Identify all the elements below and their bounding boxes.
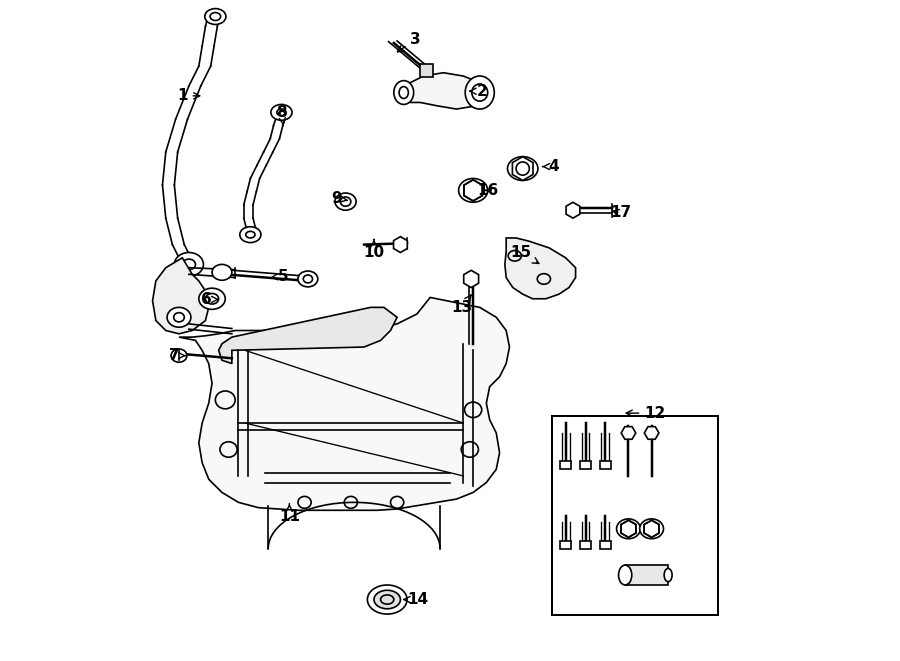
Polygon shape: [621, 426, 635, 440]
Text: 13: 13: [451, 295, 472, 315]
Ellipse shape: [508, 157, 538, 180]
Text: 14: 14: [404, 592, 428, 607]
Text: 12: 12: [626, 406, 665, 420]
Ellipse shape: [367, 585, 407, 614]
Text: 3: 3: [398, 32, 421, 52]
Ellipse shape: [239, 227, 261, 243]
Bar: [580, 461, 590, 469]
Ellipse shape: [335, 193, 356, 210]
Polygon shape: [153, 258, 209, 334]
Polygon shape: [566, 202, 580, 218]
Ellipse shape: [298, 271, 318, 287]
Polygon shape: [626, 565, 668, 585]
Ellipse shape: [175, 253, 203, 276]
Text: 4: 4: [543, 159, 559, 174]
Bar: [561, 461, 571, 469]
Polygon shape: [505, 238, 576, 299]
Text: 16: 16: [478, 183, 499, 198]
Text: 8: 8: [276, 105, 287, 126]
Polygon shape: [512, 157, 533, 180]
Text: 11: 11: [279, 504, 300, 524]
Ellipse shape: [618, 565, 632, 585]
Text: 1: 1: [177, 89, 200, 103]
Polygon shape: [621, 520, 636, 537]
Polygon shape: [397, 73, 490, 109]
Polygon shape: [644, 520, 659, 537]
Text: 10: 10: [364, 239, 384, 260]
Text: 7: 7: [169, 348, 185, 363]
Ellipse shape: [212, 264, 232, 280]
Ellipse shape: [171, 349, 187, 362]
Text: 5: 5: [272, 269, 289, 284]
Bar: [561, 541, 571, 549]
Bar: [600, 541, 610, 549]
Bar: [600, 461, 610, 469]
Polygon shape: [644, 426, 659, 440]
Ellipse shape: [640, 519, 663, 539]
Ellipse shape: [271, 104, 292, 120]
Polygon shape: [464, 270, 479, 288]
Ellipse shape: [394, 81, 414, 104]
Ellipse shape: [374, 590, 400, 609]
Polygon shape: [464, 180, 482, 201]
Text: 9: 9: [331, 191, 347, 206]
Polygon shape: [219, 307, 397, 364]
Polygon shape: [393, 237, 408, 253]
Ellipse shape: [459, 178, 488, 202]
Polygon shape: [420, 64, 433, 77]
Ellipse shape: [616, 519, 641, 539]
Bar: [580, 541, 590, 549]
Text: 2: 2: [470, 84, 487, 98]
Text: 6: 6: [202, 292, 218, 307]
Ellipse shape: [199, 288, 225, 309]
Ellipse shape: [167, 307, 191, 327]
Polygon shape: [179, 297, 509, 510]
Bar: [553, 416, 717, 615]
Text: 15: 15: [510, 245, 539, 264]
Text: 17: 17: [610, 206, 631, 220]
Ellipse shape: [205, 9, 226, 24]
Ellipse shape: [465, 76, 494, 109]
Ellipse shape: [664, 568, 672, 582]
